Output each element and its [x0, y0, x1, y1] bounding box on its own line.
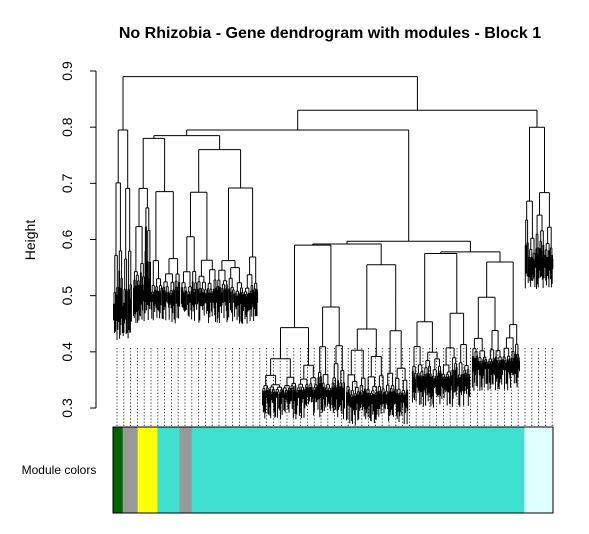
module-color-segment [122, 427, 139, 513]
module-colors-label: Module colors [22, 463, 97, 477]
y-axis-label: Height [22, 220, 38, 261]
module-color-segment [137, 427, 158, 513]
y-tick-label: 0.5 [59, 286, 75, 306]
y-tick-label: 0.8 [59, 117, 75, 137]
y-tick-label: 0.3 [59, 398, 75, 418]
y-tick-label: 0.6 [59, 230, 75, 250]
dendrogram-branches [113, 76, 554, 425]
module-color-segment [179, 427, 193, 513]
module-color-segment [113, 427, 124, 513]
y-tick-label: 0.9 [59, 61, 75, 81]
module-color-segment [524, 427, 554, 513]
y-tick-label: 0.4 [59, 342, 75, 362]
module-color-bar [112, 426, 554, 514]
y-axis: 0.3 0.4 0.5 0.6 0.7 0.8 0.9 [59, 61, 97, 418]
module-color-frame [112, 426, 554, 514]
module-color-segment [191, 427, 525, 513]
chart-title: No Rhizobia - Gene dendrogram with modul… [119, 25, 541, 42]
dendrogram-tree [113, 76, 554, 425]
y-tick-label: 0.7 [59, 173, 75, 193]
module-color-segment [157, 427, 180, 513]
